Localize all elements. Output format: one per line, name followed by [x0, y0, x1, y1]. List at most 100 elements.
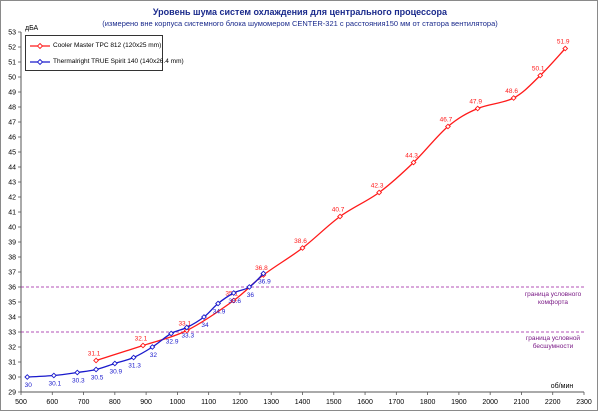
data-point	[299, 245, 306, 251]
y-tick-label: 42	[8, 195, 16, 202]
y-tick-label: 51	[8, 60, 16, 67]
data-point	[50, 372, 57, 379]
data-point	[93, 357, 100, 364]
data-point	[337, 213, 343, 220]
y-tick-label: 43	[8, 180, 16, 187]
x-tick-label: 1700	[389, 399, 405, 406]
data-label: 30.9	[110, 369, 123, 376]
data-label: 38.6	[294, 238, 307, 245]
data-point	[260, 270, 267, 277]
x-tick-label: 2100	[514, 399, 530, 406]
x-tick-label: 1500	[326, 399, 342, 406]
series-line-2	[27, 273, 264, 378]
x-tick-label: 1000	[170, 399, 186, 406]
chart-title: Уровень шума систем охлаждения для центр…	[152, 7, 448, 17]
x-tick-label: 500	[15, 399, 27, 406]
data-label: 46.7	[440, 117, 453, 124]
data-label: 51.9	[557, 39, 570, 46]
data-label: 36.9	[258, 279, 271, 286]
data-point	[93, 366, 100, 373]
x-tick-label: 1100	[201, 399, 216, 406]
data-label: 34.9	[213, 309, 226, 316]
y-tick-label: 34	[8, 315, 16, 322]
y-tick-label: 36	[8, 285, 16, 292]
data-label: 35.6	[228, 298, 241, 305]
x-tick-label: 1800	[420, 399, 436, 406]
x-tick-label: 1600	[357, 399, 373, 406]
legend-marker-blue	[30, 58, 50, 66]
x-axis-label: об/мин	[551, 382, 574, 390]
y-tick-label: 29	[8, 390, 16, 397]
legend-label-series-2: Thermalright TRUE Spirit 140 (140x26.4 m…	[53, 58, 184, 65]
data-label: 50.1	[532, 66, 545, 73]
data-point	[149, 344, 156, 350]
data-point	[562, 45, 569, 52]
data-point	[445, 123, 451, 130]
data-label: 33.1	[178, 321, 191, 328]
silence-boundary-label-line2: бесшумности	[532, 343, 574, 350]
data-point	[215, 300, 221, 307]
data-label: 30.3	[72, 378, 85, 385]
data-point	[168, 330, 175, 337]
y-tick-label: 44	[8, 165, 16, 172]
data-label: 34	[201, 322, 209, 329]
y-tick-label: 40	[8, 225, 16, 232]
data-point	[230, 297, 237, 304]
data-point	[376, 189, 383, 196]
data-point	[474, 105, 481, 112]
y-tick-label: 41	[8, 210, 16, 217]
data-point	[183, 327, 190, 334]
data-label: 31.3	[128, 363, 141, 370]
data-label: 32	[150, 352, 158, 359]
comfort-boundary-label: граница условного комфорта	[513, 291, 593, 307]
x-tick-label: 2300	[576, 399, 592, 406]
data-label: 31.1	[88, 351, 101, 358]
data-point	[410, 159, 417, 166]
data-point	[537, 72, 544, 79]
legend-item-series-2: Thermalright TRUE Spirit 140 (140x26.4 m…	[29, 56, 184, 68]
data-point	[246, 284, 253, 290]
legend: Cooler Master TPC 812 (120x25 mm) Therma…	[25, 35, 184, 71]
data-point	[183, 324, 190, 331]
data-label: 32.9	[166, 339, 179, 346]
x-tick-label: 1200	[232, 399, 248, 406]
y-tick-label: 52	[8, 45, 16, 52]
data-point	[230, 290, 237, 296]
data-point	[140, 342, 146, 349]
data-label: 40.7	[332, 207, 345, 214]
data-label: 30	[25, 382, 33, 389]
x-tick-label: 2200	[545, 399, 561, 406]
data-point	[130, 354, 137, 361]
y-tick-label: 33	[8, 330, 16, 337]
comfort-boundary-label-line1: граница условного	[524, 291, 582, 298]
y-axis-label: дБА	[25, 25, 39, 32]
data-label: 47.9	[469, 99, 482, 106]
data-label: 30.5	[91, 375, 104, 382]
y-tick-label: 30	[8, 375, 16, 382]
x-tick-label: 600	[46, 399, 58, 406]
data-label: 44.3	[405, 153, 418, 160]
legend-label-series-1: Cooler Master TPC 812 (120x25 mm)	[53, 42, 162, 49]
x-tick-label: 1900	[451, 399, 467, 406]
data-label: 42.3	[371, 183, 384, 190]
legend-item-series-1: Cooler Master TPC 812 (120x25 mm)	[29, 40, 163, 52]
data-point	[74, 369, 81, 376]
silence-boundary-label-line1: граница условной	[525, 335, 581, 342]
x-tick-label: 1400	[295, 399, 311, 406]
data-label: 33.3	[181, 333, 194, 340]
y-tick-label: 47	[8, 120, 16, 127]
y-tick-label: 32	[8, 345, 16, 352]
y-tick-label: 37	[8, 270, 16, 277]
chart-subtitle: (измерено вне корпуса системного блока ш…	[102, 19, 498, 28]
data-point	[510, 95, 517, 101]
x-tick-label: 1300	[263, 399, 279, 406]
y-tick-label: 38	[8, 255, 16, 262]
y-tick-label: 35	[8, 300, 16, 307]
x-tick-label: 2000	[482, 399, 498, 406]
data-label: 30.1	[49, 381, 62, 388]
y-tick-label: 39	[8, 240, 16, 247]
y-tick-label: 48	[8, 105, 16, 112]
data-point	[201, 314, 207, 320]
